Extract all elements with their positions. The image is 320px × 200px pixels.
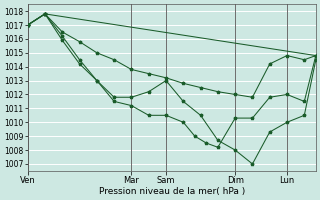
X-axis label: Pression niveau de la mer( hPa ): Pression niveau de la mer( hPa ) [99,187,245,196]
